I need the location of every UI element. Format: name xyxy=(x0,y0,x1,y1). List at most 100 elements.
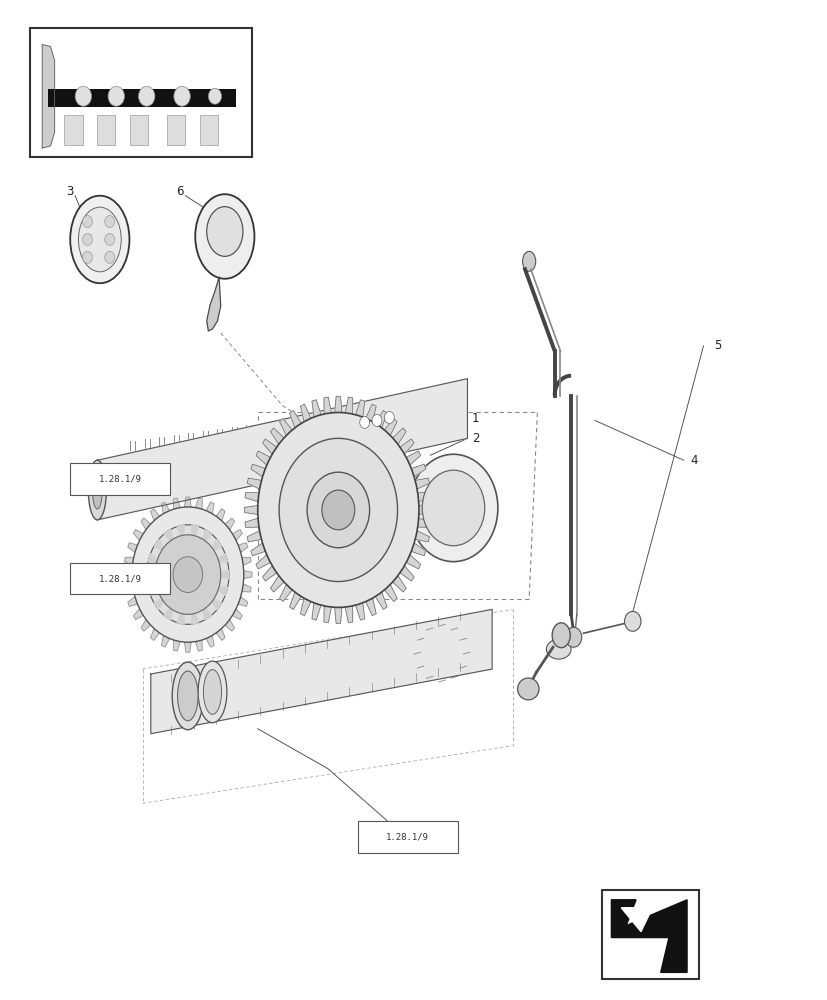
Circle shape xyxy=(208,88,222,104)
FancyBboxPatch shape xyxy=(357,821,457,853)
Text: 1.28.1/9: 1.28.1/9 xyxy=(386,833,429,842)
Polygon shape xyxy=(355,400,364,417)
Ellipse shape xyxy=(552,623,570,648)
Polygon shape xyxy=(191,525,198,536)
Text: 5: 5 xyxy=(714,339,721,352)
Circle shape xyxy=(138,86,155,106)
Polygon shape xyxy=(280,418,292,435)
Polygon shape xyxy=(124,584,133,592)
Ellipse shape xyxy=(522,251,535,271)
Polygon shape xyxy=(384,584,397,601)
FancyBboxPatch shape xyxy=(70,463,170,495)
Ellipse shape xyxy=(93,471,103,509)
Polygon shape xyxy=(173,498,180,509)
Polygon shape xyxy=(355,603,364,620)
Circle shape xyxy=(371,414,381,426)
Polygon shape xyxy=(375,410,386,428)
Polygon shape xyxy=(345,397,352,414)
Text: 1.28.1/9: 1.28.1/9 xyxy=(98,574,141,583)
Circle shape xyxy=(409,454,497,562)
Circle shape xyxy=(105,251,114,263)
Circle shape xyxy=(359,416,369,428)
Polygon shape xyxy=(243,571,251,579)
Polygon shape xyxy=(151,609,491,734)
Polygon shape xyxy=(164,530,172,541)
Ellipse shape xyxy=(195,194,254,279)
Circle shape xyxy=(422,470,484,546)
Ellipse shape xyxy=(198,661,227,723)
Polygon shape xyxy=(334,397,342,413)
Ellipse shape xyxy=(177,671,198,721)
Polygon shape xyxy=(289,592,301,609)
Polygon shape xyxy=(177,525,184,536)
Polygon shape xyxy=(245,493,259,502)
Polygon shape xyxy=(418,505,432,514)
Polygon shape xyxy=(184,642,191,652)
Polygon shape xyxy=(262,566,276,581)
Polygon shape xyxy=(366,598,375,616)
Polygon shape xyxy=(251,543,265,556)
Bar xyxy=(65,115,83,145)
Polygon shape xyxy=(184,497,191,507)
Polygon shape xyxy=(127,543,137,552)
Polygon shape xyxy=(232,530,242,540)
Polygon shape xyxy=(384,418,397,435)
Polygon shape xyxy=(312,603,321,620)
Polygon shape xyxy=(241,557,251,565)
Polygon shape xyxy=(146,570,155,579)
Polygon shape xyxy=(232,609,242,620)
Text: 4: 4 xyxy=(689,454,696,467)
Polygon shape xyxy=(247,531,261,542)
Circle shape xyxy=(322,490,354,530)
Polygon shape xyxy=(399,439,414,454)
Polygon shape xyxy=(141,620,151,631)
Text: 6: 6 xyxy=(175,185,183,198)
Polygon shape xyxy=(620,908,652,932)
Bar xyxy=(48,89,235,107)
Circle shape xyxy=(257,412,418,607)
Ellipse shape xyxy=(70,196,129,283)
Ellipse shape xyxy=(88,460,107,520)
Polygon shape xyxy=(411,464,425,477)
Polygon shape xyxy=(300,404,311,422)
Polygon shape xyxy=(212,599,222,610)
Polygon shape xyxy=(154,539,164,550)
Polygon shape xyxy=(414,478,429,489)
Polygon shape xyxy=(221,570,228,579)
Polygon shape xyxy=(42,45,55,148)
Circle shape xyxy=(83,216,93,228)
Polygon shape xyxy=(151,628,160,640)
Polygon shape xyxy=(256,555,270,569)
Polygon shape xyxy=(375,592,386,609)
Polygon shape xyxy=(270,576,284,592)
Polygon shape xyxy=(124,557,133,565)
Polygon shape xyxy=(207,277,221,331)
Polygon shape xyxy=(216,509,225,521)
Ellipse shape xyxy=(546,639,571,659)
Polygon shape xyxy=(133,609,143,620)
Circle shape xyxy=(105,216,114,228)
Polygon shape xyxy=(154,599,164,610)
Polygon shape xyxy=(206,502,214,514)
Polygon shape xyxy=(247,478,261,489)
Ellipse shape xyxy=(172,662,203,730)
Polygon shape xyxy=(417,518,431,527)
Polygon shape xyxy=(399,566,414,581)
Text: 1: 1 xyxy=(471,412,479,425)
Polygon shape xyxy=(411,543,425,556)
Polygon shape xyxy=(312,400,321,417)
Polygon shape xyxy=(141,518,151,530)
Polygon shape xyxy=(148,587,157,596)
Bar xyxy=(130,115,148,145)
Circle shape xyxy=(384,411,394,423)
FancyBboxPatch shape xyxy=(70,563,170,594)
Polygon shape xyxy=(241,584,251,592)
Polygon shape xyxy=(161,635,170,647)
Bar xyxy=(600,890,698,979)
Polygon shape xyxy=(123,571,131,579)
Polygon shape xyxy=(262,439,276,454)
Circle shape xyxy=(131,507,243,642)
Text: 1.28.1/9: 1.28.1/9 xyxy=(98,475,141,484)
Polygon shape xyxy=(203,608,211,620)
Circle shape xyxy=(307,472,369,548)
